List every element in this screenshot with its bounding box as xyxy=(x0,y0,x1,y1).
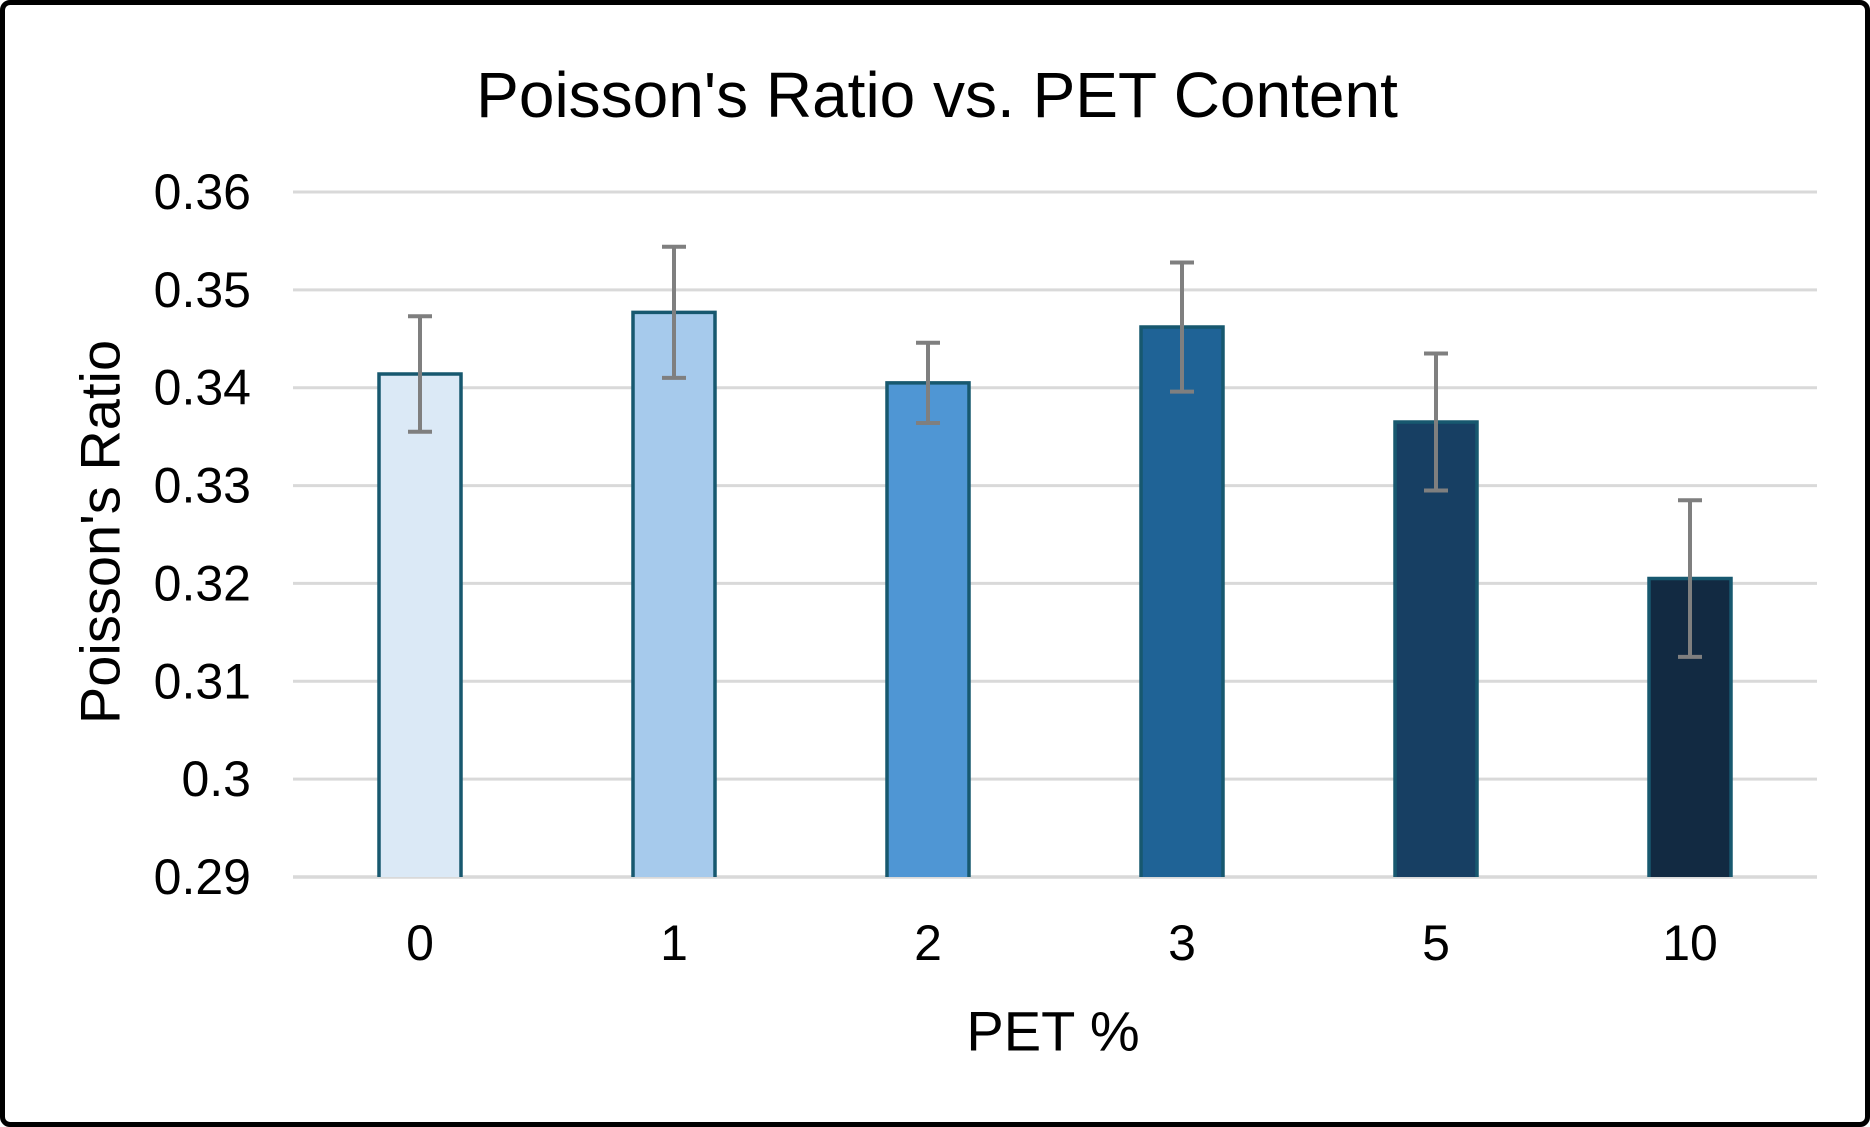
error-bar-pet-10 xyxy=(1678,498,1702,659)
error-bar-pet-1 xyxy=(662,244,686,380)
y-tick-label-0.33: 0.33 xyxy=(154,458,251,514)
error-bar-pet-0 xyxy=(408,314,432,434)
y-tick-label-0.3: 0.3 xyxy=(181,751,251,807)
x-tick-label-0: 0 xyxy=(406,915,434,971)
x-tick-labels: 0 1 2 3 5 10 xyxy=(406,915,1718,971)
y-tick-label-0.36: 0.36 xyxy=(154,164,251,220)
error-bar-pet-5 xyxy=(1424,351,1448,493)
y-tick-label-0.32: 0.32 xyxy=(154,555,251,611)
x-tick-label-10: 10 xyxy=(1662,915,1718,971)
bar-pet-2 xyxy=(885,381,971,877)
chart-title: Poisson's Ratio vs. PET Content xyxy=(476,59,1398,131)
y-tick-label-0.29: 0.29 xyxy=(154,849,251,905)
x-axis-title: PET % xyxy=(966,1000,1139,1063)
bar-pet-3 xyxy=(1139,325,1225,877)
y-tick-labels: 0.36 0.35 0.34 0.33 0.32 0.31 0.3 0.29 xyxy=(154,164,251,905)
bar-chart: 0.360.350.340.330.320.310.30.29 0 1 2 3 5 10 … xyxy=(69,59,1817,1063)
x-tick-label-3: 3 xyxy=(1168,915,1196,971)
y-tick-label-0.34: 0.34 xyxy=(154,360,251,416)
bars xyxy=(377,310,1733,877)
error-bar-pet-2 xyxy=(916,340,940,425)
error-bars xyxy=(408,244,1702,659)
error-bar-pet-3 xyxy=(1170,260,1194,394)
x-tick-label-2: 2 xyxy=(914,915,942,971)
bar-pet-1 xyxy=(631,310,717,877)
bar-pet-0 xyxy=(377,372,463,877)
x-tick-label-1: 1 xyxy=(660,915,688,971)
y-tick-label-0.31: 0.31 xyxy=(154,653,251,709)
y-tick-label-0.35: 0.35 xyxy=(154,262,251,318)
x-tick-label-5: 5 xyxy=(1422,915,1450,971)
gridlines xyxy=(293,190,1817,879)
y-axis-title: Poisson's Ratio xyxy=(69,340,132,724)
